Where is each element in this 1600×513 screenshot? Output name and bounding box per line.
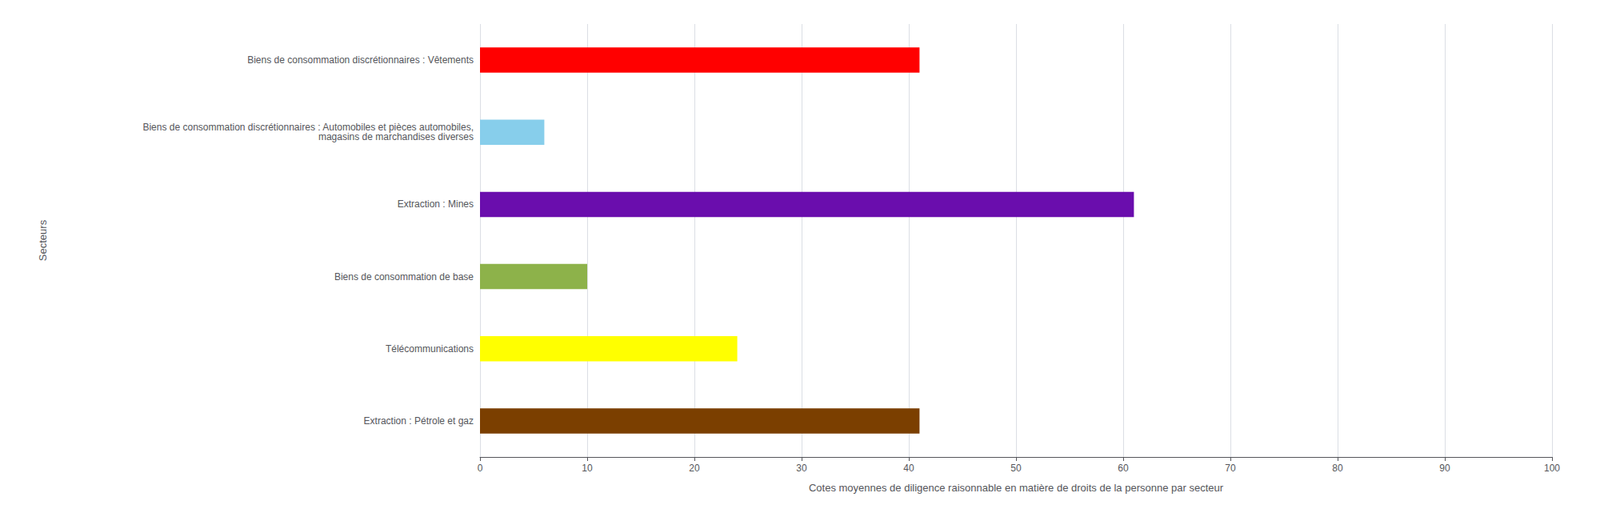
svg-text:Secteurs: Secteurs (36, 219, 49, 261)
svg-text:Biens de consommation discréti: Biens de consommation discrétionnaires :… (247, 54, 474, 66)
svg-text:0: 0 (477, 462, 484, 474)
svg-text:50: 50 (1010, 462, 1022, 474)
svg-text:70: 70 (1224, 462, 1236, 474)
svg-text:Biens de consommation discréti: Biens de consommation discrétionnaires :… (142, 121, 474, 134)
svg-text:magasins de marchandises diver: magasins de marchandises diverses (318, 131, 474, 143)
svg-text:40: 40 (903, 462, 915, 474)
svg-text:100: 100 (1544, 462, 1560, 474)
svg-text:30: 30 (796, 462, 808, 474)
svg-text:80: 80 (1332, 462, 1344, 474)
svg-text:Cotes moyennes de diligence ra: Cotes moyennes de diligence raisonnable … (808, 481, 1224, 494)
svg-text:Télécommunications: Télécommunications (385, 343, 474, 355)
svg-text:Extraction : Mines: Extraction : Mines (397, 198, 474, 210)
svg-text:Biens de consommation de base: Biens de consommation de base (334, 271, 474, 283)
svg-text:Extraction : Pétrole et gaz: Extraction : Pétrole et gaz (364, 415, 474, 427)
svg-text:20: 20 (688, 462, 700, 474)
svg-text:10: 10 (581, 462, 593, 474)
svg-text:90: 90 (1439, 462, 1451, 474)
svg-text:60: 60 (1117, 462, 1129, 474)
